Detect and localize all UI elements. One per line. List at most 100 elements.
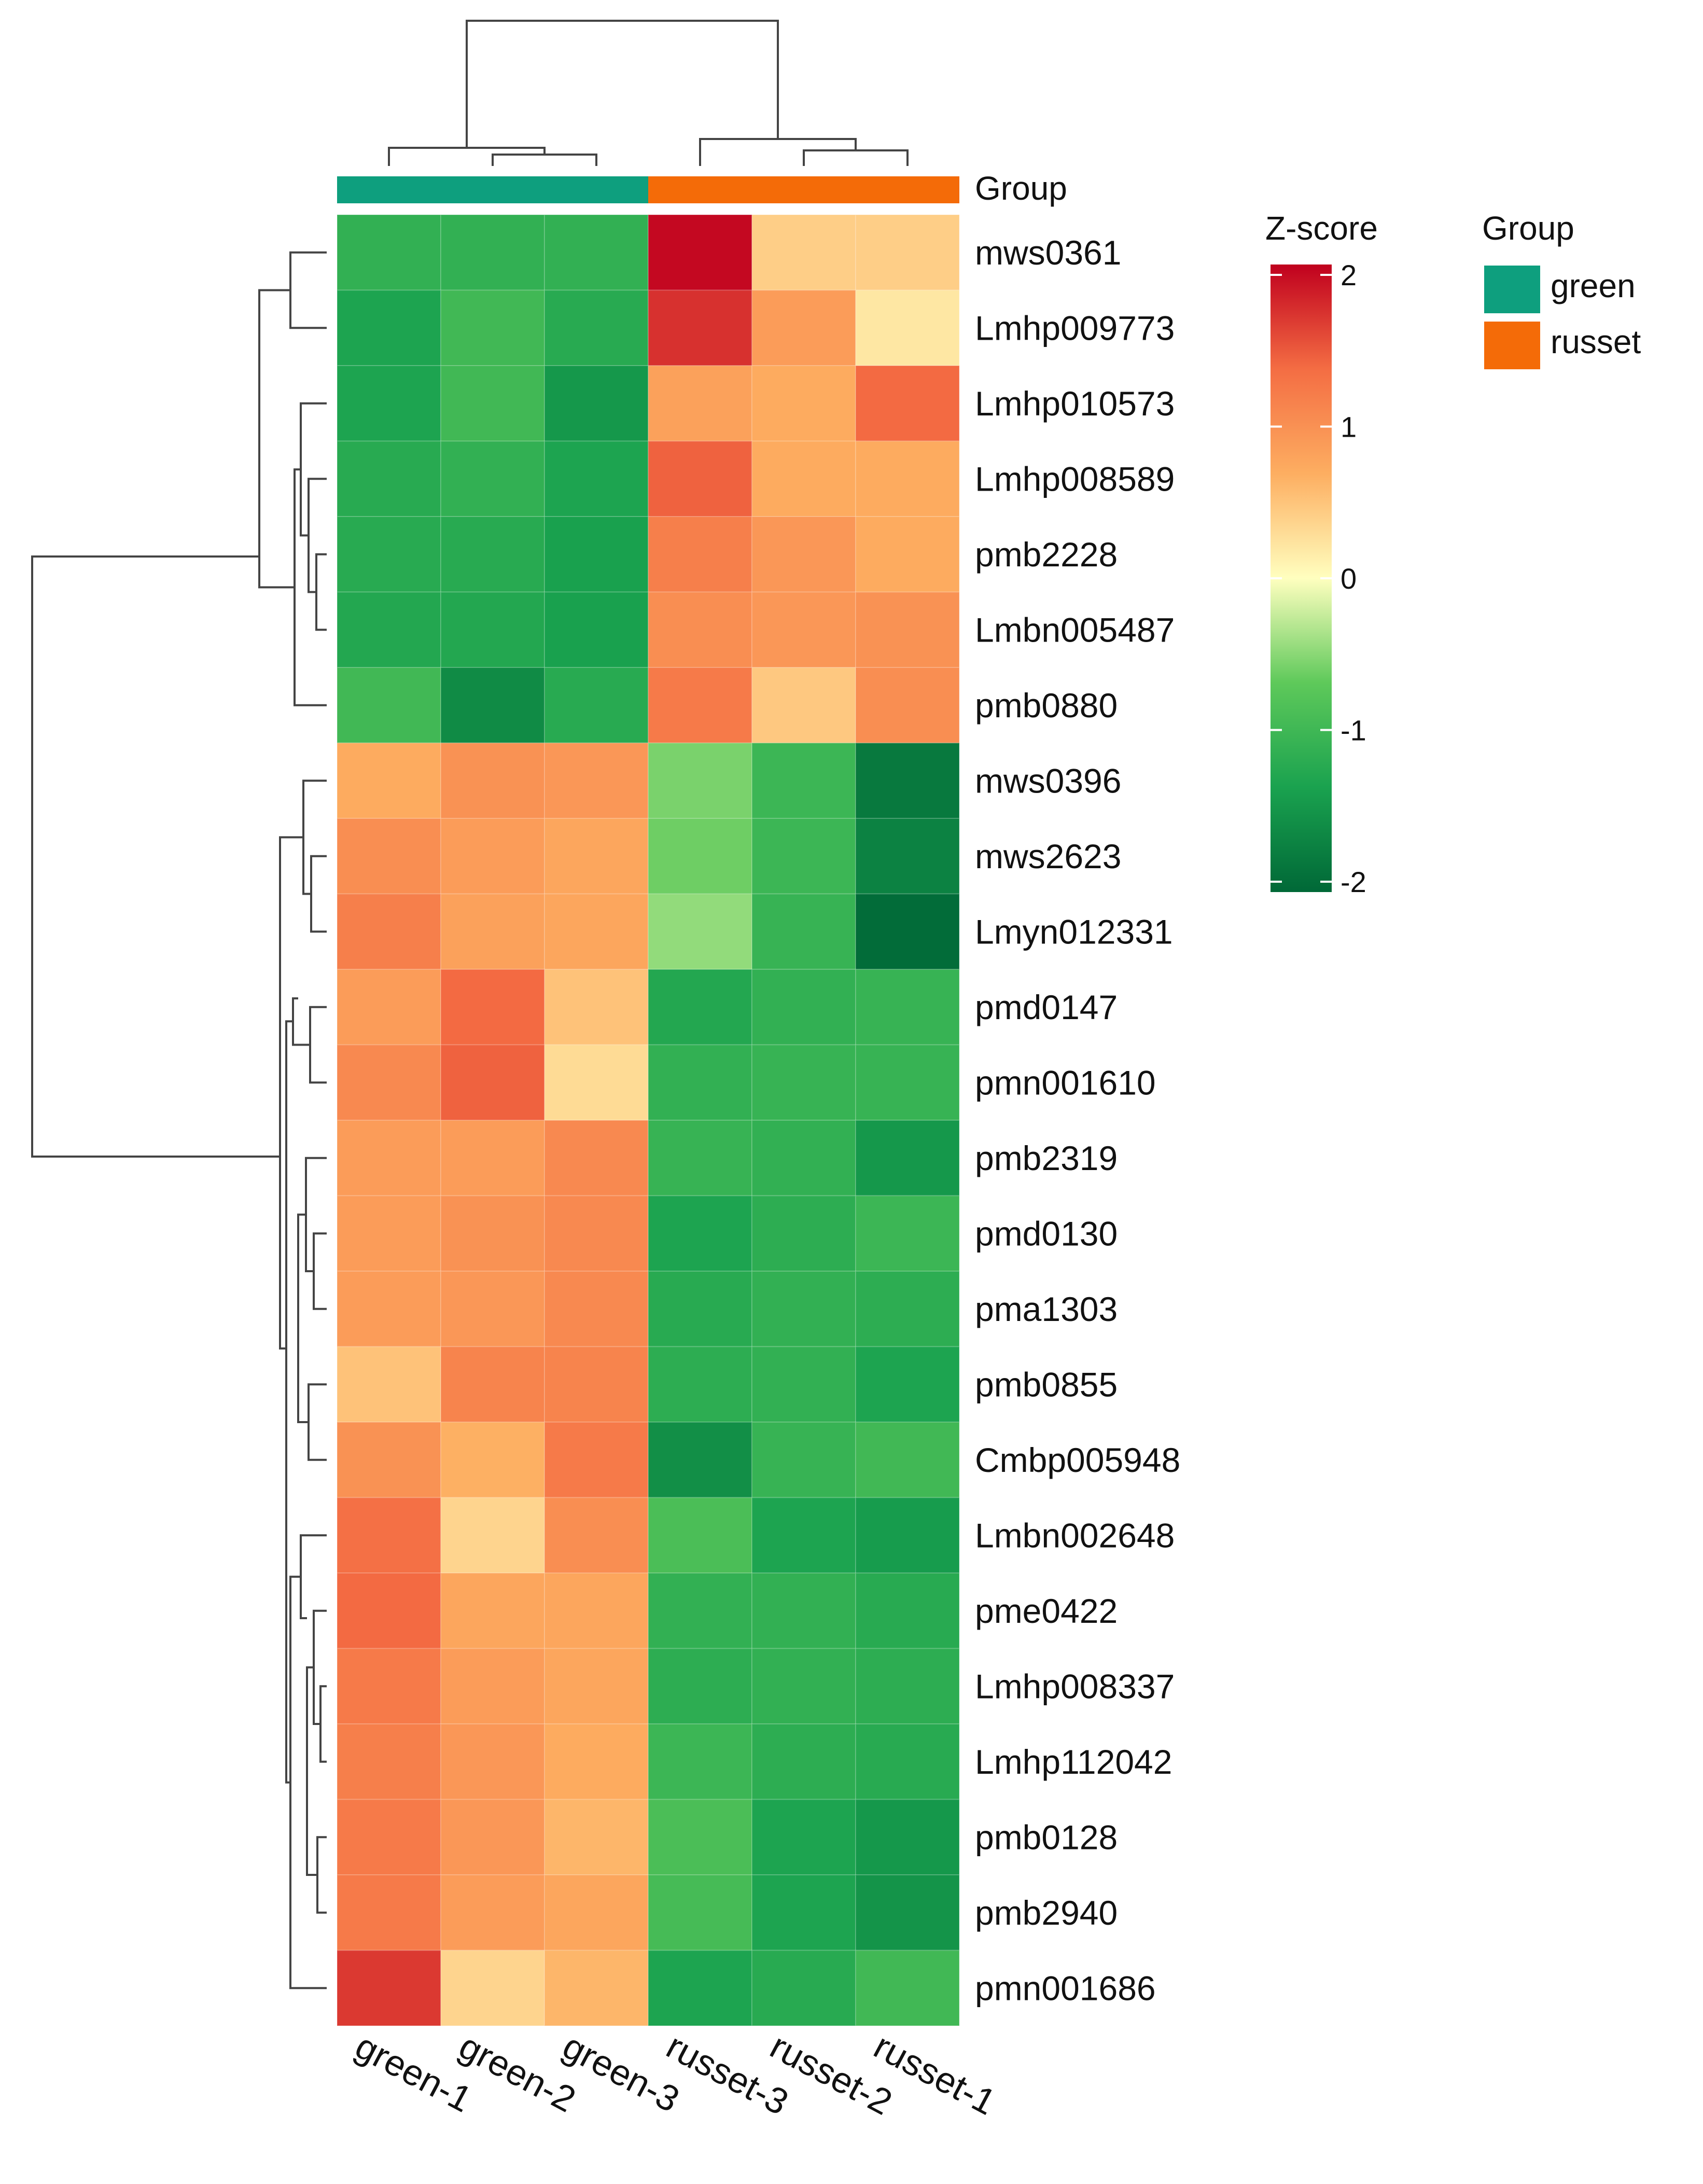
heatmap-cell-Lmbn002648-russet-3 — [648, 1497, 752, 1574]
heatmap-cell-mws0361-green-3 — [544, 214, 649, 291]
heatmap-cell-Lmhp010573-russet-3 — [648, 365, 752, 442]
heatmap-cell-Lmbn002648-russet-1 — [855, 1497, 960, 1574]
heatmap-cell-pma1303-russet-1 — [855, 1271, 960, 1347]
heatmap-cell-mws0361-green-2 — [440, 214, 545, 291]
heatmap-cell-pma1303-russet-3 — [648, 1271, 752, 1347]
heatmap-cell-pmb0855-russet-1 — [855, 1346, 960, 1423]
heatmap-cell-pme0422-green-2 — [440, 1573, 545, 1649]
heatmap-cell-pmd0130-russet-2 — [751, 1195, 856, 1272]
heatmap-cell-pmb2940-green-3 — [544, 1874, 649, 1951]
heatmap-cell-pmn001686-green-1 — [337, 1950, 441, 2026]
heatmap-cell-pmb2228-russet-1 — [855, 516, 960, 593]
heatmap-cell-Lmyn012331-green-1 — [337, 893, 441, 970]
heatmap-cell-Lmhp112042-russet-3 — [648, 1723, 752, 1800]
heatmap-cell-pmb2940-russet-3 — [648, 1874, 752, 1951]
row-dendrogram-link — [289, 1576, 327, 1990]
heatmap-cell-pmb2228-russet-3 — [648, 516, 752, 593]
row-label-Lmhp008589: Lmhp008589 — [975, 460, 1175, 498]
heatmap-cell-pmn001686-russet-2 — [751, 1950, 856, 2026]
row-dendrogram-link — [297, 1213, 309, 1423]
heatmap-cell-pmd0147-green-1 — [337, 969, 441, 1046]
column-dendrogram-link — [492, 154, 597, 166]
heatmap-cell-pmd0147-russet-2 — [751, 969, 856, 1046]
row-dendrogram-link — [313, 1232, 327, 1310]
heatmap-cell-pmn001610-russet-1 — [855, 1044, 960, 1121]
heatmap-cell-Lmhp008337-russet-3 — [648, 1648, 752, 1724]
heatmap-cell-pmb2319-green-1 — [337, 1120, 441, 1197]
heatmap-cell-Cmbp005948-russet-3 — [648, 1422, 752, 1498]
heatmap-cell-pmd0147-green-2 — [440, 969, 545, 1046]
row-dendrogram-link — [315, 553, 327, 631]
heatmap-cell-pmd0130-green-3 — [544, 1195, 649, 1272]
group-annotation-bar — [337, 176, 959, 203]
heatmap-cell-pmd0130-russet-3 — [648, 1195, 752, 1272]
row-dendrogram-link — [319, 1685, 327, 1763]
group-bar-cell-green-2 — [441, 176, 545, 203]
row-label-Cmbp005948: Cmbp005948 — [975, 1441, 1180, 1479]
row-label-mws0361: mws0361 — [975, 233, 1121, 272]
heatmap-cell-Lmhp112042-russet-1 — [855, 1723, 960, 1800]
heatmap-cell-Lmhp008337-russet-1 — [855, 1648, 960, 1724]
heatmap-cell-pmb0855-green-3 — [544, 1346, 649, 1423]
row-labels: mws0361 Lmhp009773 Lmhp010573 Lmhp008589 pmb… — [975, 233, 1180, 2008]
heatmap-cell-pmd0147-russet-3 — [648, 969, 752, 1046]
heatmap-cell-Lmhp009773-russet-3 — [648, 289, 752, 366]
heatmap-cell-mws0396-russet-2 — [751, 742, 856, 819]
heatmap-cell-pmb2940-russet-2 — [751, 1874, 856, 1951]
column-dendrogram — [388, 20, 909, 166]
heatmap-cell-pmb0880-green-1 — [337, 667, 441, 744]
heatmap-cell-pma1303-green-2 — [440, 1271, 545, 1347]
heatmap-cell-pmn001686-russet-1 — [855, 1950, 960, 2026]
zscore-tick-label: 0 — [1341, 562, 1357, 595]
group-bar-label: Group — [975, 170, 1067, 207]
row-label-pmb2319: pmb2319 — [975, 1139, 1118, 1177]
heatmap-cell-Lmhp008589-russet-3 — [648, 440, 752, 517]
heatmap-cell-pmb0880-green-2 — [440, 667, 545, 744]
heatmap-cell-Lmbn005487-green-3 — [544, 591, 649, 668]
heatmap-cell-pmb2319-russet-3 — [648, 1120, 752, 1197]
row-label-Lmhp010573: Lmhp010573 — [975, 384, 1175, 423]
heatmap-cell-pmb2228-green-2 — [440, 516, 545, 593]
heatmap-cell-pmd0147-russet-1 — [855, 969, 960, 1046]
heatmap-cell-Lmhp112042-green-3 — [544, 1723, 649, 1800]
group-legend-swatch-green — [1484, 266, 1540, 313]
heatmap-cell-pmn001610-green-3 — [544, 1044, 649, 1121]
row-dendrogram-link — [308, 1383, 327, 1461]
row-dendrogram-link — [31, 555, 280, 1158]
column-dendrogram-link — [699, 138, 857, 166]
row-dendrogram-link — [292, 997, 310, 1046]
heatmap-cell-Cmbp005948-green-1 — [337, 1422, 441, 1498]
heatmap-cell-pmd0130-russet-1 — [855, 1195, 960, 1272]
row-label-Lmbn002648: Lmbn002648 — [975, 1516, 1175, 1554]
heatmap-cell-pma1303-green-3 — [544, 1271, 649, 1347]
heatmap-cell-pmb2228-russet-2 — [751, 516, 856, 593]
heatmap-cell-mws2623-green-1 — [337, 818, 441, 895]
heatmap-cell-Cmbp005948-green-2 — [440, 1422, 545, 1498]
heatmap-cell-Lmbn002648-green-2 — [440, 1497, 545, 1574]
row-label-Lmhp008337: Lmhp008337 — [975, 1667, 1175, 1705]
group-legend-swatch-russet — [1484, 322, 1540, 369]
row-label-pmb0128: pmb0128 — [975, 1818, 1118, 1856]
heatmap-cell-Lmhp010573-russet-1 — [855, 365, 960, 442]
heatmap-cell-pmn001686-green-2 — [440, 1950, 545, 2026]
heatmap-cell-pmb0880-russet-3 — [648, 667, 752, 744]
row-dendrogram-link — [305, 1157, 327, 1272]
heatmap-cell-mws0396-russet-1 — [855, 742, 960, 819]
heatmap-cell-pmb0880-green-3 — [544, 667, 649, 744]
column-dendrogram-link — [466, 20, 779, 148]
row-label-mws0396: mws0396 — [975, 761, 1121, 800]
heatmap-cell-mws2623-russet-2 — [751, 818, 856, 895]
row-label-pmb2940: pmb2940 — [975, 1894, 1118, 1932]
heatmap-cell-Lmhp008589-green-3 — [544, 440, 649, 517]
heatmap-cell-Lmhp009773-russet-1 — [855, 289, 960, 366]
column-label-russet-1: russet-1 — [868, 2025, 1002, 2123]
heatmap-cell-pmb0855-russet-2 — [751, 1346, 856, 1423]
heatmap-cell-pmb2319-green-3 — [544, 1120, 649, 1197]
row-label-pmb2228: pmb2228 — [975, 535, 1118, 574]
heatmap-cell-Lmbn005487-russet-3 — [648, 591, 752, 668]
row-label-pmd0130: pmd0130 — [975, 1214, 1118, 1253]
heatmap-cell-pme0422-green-3 — [544, 1573, 649, 1649]
row-label-pme0422: pme0422 — [975, 1592, 1118, 1630]
column-label-green-1: green-1 — [349, 2025, 479, 2120]
row-label-Lmyn012331: Lmyn012331 — [975, 912, 1173, 951]
